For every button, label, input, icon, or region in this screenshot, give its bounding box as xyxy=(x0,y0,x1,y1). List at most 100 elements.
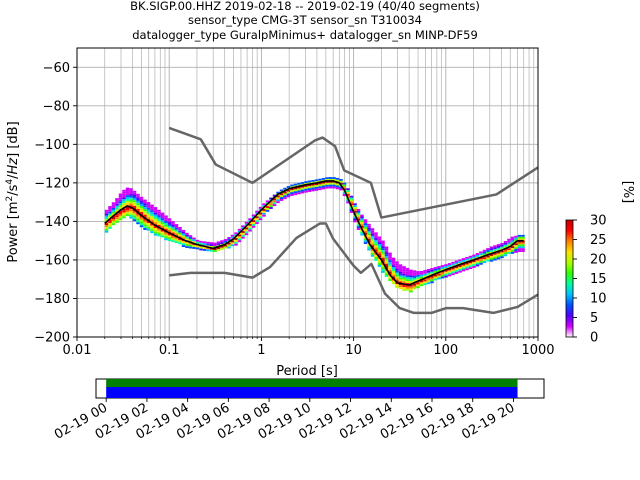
density-cell xyxy=(461,269,466,272)
density-cell xyxy=(384,259,389,262)
density-cell xyxy=(251,225,256,228)
density-cell xyxy=(213,242,217,245)
figure-title-line1: BK.SIGP.00.HHZ 2019-02-18 -- 2019-02-19 … xyxy=(130,0,480,13)
density-cell xyxy=(150,210,154,213)
density-cell xyxy=(430,281,434,284)
x-tick-label: 0.01 xyxy=(63,343,92,358)
density-cell xyxy=(395,261,399,264)
density-cell xyxy=(374,243,378,246)
density-cell xyxy=(118,206,123,209)
density-cell xyxy=(384,265,389,268)
density-cell xyxy=(150,229,154,232)
density-cell xyxy=(132,196,137,199)
density-cell xyxy=(139,206,144,209)
density-cell xyxy=(192,237,196,240)
density-cell xyxy=(160,214,165,217)
density-cell xyxy=(164,224,168,227)
density-cell xyxy=(171,223,175,225)
density-cell xyxy=(353,207,357,210)
density-cell xyxy=(493,247,497,250)
density-cell xyxy=(136,214,140,217)
density-cell xyxy=(108,211,112,214)
density-cell xyxy=(381,248,385,251)
density-cell xyxy=(129,214,133,217)
density-cell xyxy=(328,178,333,181)
density-cell xyxy=(391,267,396,270)
density-cell xyxy=(384,271,389,274)
density-cell xyxy=(384,256,389,258)
density-cell xyxy=(188,242,193,245)
density-cell xyxy=(384,248,389,251)
density-cell xyxy=(104,213,109,216)
density-cell xyxy=(335,185,340,188)
density-cell xyxy=(377,238,382,241)
density-cell xyxy=(132,215,137,218)
density-cell xyxy=(185,238,189,241)
density-cell xyxy=(377,261,382,264)
density-cell xyxy=(510,246,515,249)
density-cell xyxy=(377,245,382,248)
density-cell xyxy=(307,190,312,192)
density-cell xyxy=(370,249,375,252)
density-cell xyxy=(398,287,403,290)
density-cell xyxy=(402,285,406,288)
density-cell xyxy=(118,195,123,198)
density-cell xyxy=(293,183,298,186)
density-cell xyxy=(381,244,385,247)
density-cell xyxy=(437,275,441,278)
density-cell xyxy=(346,201,350,204)
density-cell xyxy=(139,198,144,201)
density-cell xyxy=(213,248,217,251)
density-cell xyxy=(111,217,116,220)
density-cell xyxy=(122,201,126,204)
density-cell xyxy=(514,250,518,253)
density-cell xyxy=(118,201,123,204)
density-cell xyxy=(300,187,305,190)
data-coverage-bar xyxy=(106,387,518,398)
density-cell xyxy=(139,217,144,220)
density-cell xyxy=(493,245,497,248)
density-cell xyxy=(248,227,252,230)
density-cell xyxy=(146,211,151,214)
colorbar-tick-label: 25 xyxy=(590,233,607,248)
density-cell xyxy=(507,240,511,243)
density-cell xyxy=(360,222,364,225)
density-cell xyxy=(129,201,133,204)
density-cell xyxy=(258,218,263,221)
density-cell xyxy=(507,248,511,251)
density-cell xyxy=(496,253,501,256)
density-cell xyxy=(472,265,476,268)
y-tick-label: −60 xyxy=(43,61,70,76)
density-cell xyxy=(409,275,413,278)
density-cell xyxy=(440,267,445,269)
density-cell xyxy=(125,212,130,215)
density-cell xyxy=(199,248,203,251)
density-cell xyxy=(423,279,427,282)
density-cell xyxy=(153,226,158,228)
density-cell xyxy=(139,221,144,224)
density-cell xyxy=(276,197,280,200)
density-cell xyxy=(412,274,417,277)
density-cell xyxy=(262,212,266,215)
density-cell xyxy=(153,218,158,221)
density-cell xyxy=(391,274,396,277)
density-cell xyxy=(370,235,375,238)
density-cell xyxy=(412,276,417,278)
density-cell xyxy=(143,205,147,208)
density-cell xyxy=(220,245,224,248)
density-cell xyxy=(370,228,375,231)
density-cell xyxy=(265,206,270,209)
density-cell xyxy=(395,278,399,281)
density-cell xyxy=(255,216,259,219)
density-cell xyxy=(146,215,151,218)
density-cell xyxy=(206,247,210,250)
density-cell xyxy=(164,223,168,225)
density-cell xyxy=(276,191,280,194)
density-cell xyxy=(342,186,347,189)
density-cell xyxy=(304,190,308,193)
density-cell xyxy=(496,251,501,254)
density-cell xyxy=(461,260,466,262)
density-cell xyxy=(521,244,525,247)
density-cell xyxy=(465,266,469,269)
